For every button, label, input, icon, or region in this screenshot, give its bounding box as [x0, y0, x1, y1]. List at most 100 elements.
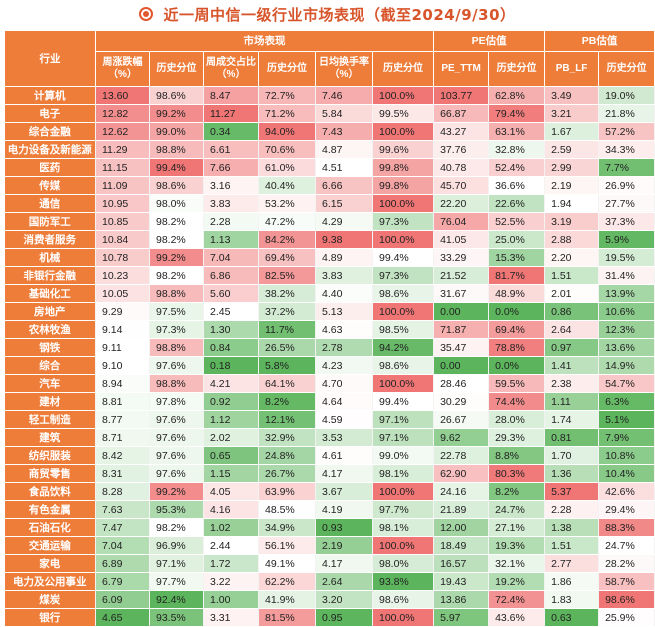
percentile-cell: 5.1%: [598, 410, 655, 429]
volume-share-cell: 8.47: [203, 86, 259, 105]
header-percentile: 历史分位: [371, 51, 435, 87]
percentile-cell: 24.7%: [598, 536, 655, 555]
table-row: 通信 10.95 98.0% 3.83 53.2% 6.15 100.0% 22.20 22.6…: [4, 194, 655, 213]
pe-ttm-cell: 71.87: [433, 320, 490, 339]
percentile-cell: 98.1%: [372, 464, 435, 483]
percentile-cell: 62.8%: [488, 86, 546, 105]
turnover-cell: 4.51: [315, 158, 373, 177]
volume-share-cell: 1.72: [203, 554, 259, 573]
turnover-cell: 4.40: [315, 284, 373, 303]
percentile-cell: 7.9%: [598, 428, 655, 447]
turnover-cell: 4.17: [315, 464, 373, 483]
industry-name: 消费者服务: [4, 230, 96, 249]
turnover-cell: 4.19: [315, 500, 373, 519]
industry-name: 综合: [4, 356, 96, 375]
percentile-cell: 72.7%: [258, 86, 316, 105]
percentile-cell: 0.0%: [488, 302, 546, 321]
pe-ttm-cell: 18.49: [433, 536, 490, 555]
percentile-cell: 97.6%: [149, 428, 204, 447]
volume-share-cell: 11.27: [203, 104, 259, 123]
industry-name: 通信: [4, 194, 96, 213]
percentile-cell: 99.2%: [149, 482, 204, 501]
percentile-cell: 34.3%: [598, 140, 655, 159]
pb-lf-cell: 2.01: [544, 284, 600, 303]
percentile-cell: 97.3%: [149, 320, 204, 339]
percentile-cell: 71.2%: [258, 104, 316, 123]
percentile-cell: 26.5%: [258, 338, 316, 357]
industry-name: 汽车: [4, 374, 96, 393]
pe-ttm-cell: 22.20: [433, 194, 490, 213]
percentile-cell: 98.0%: [372, 554, 435, 573]
week-change-cell: 8.77: [95, 410, 150, 429]
pe-ttm-cell: 76.04: [433, 212, 490, 231]
week-change-cell: 8.31: [95, 464, 150, 483]
pe-ttm-cell: 41.05: [433, 230, 490, 249]
volume-share-cell: 1.15: [203, 464, 259, 483]
percentile-cell: 41.9%: [258, 590, 316, 609]
industry-name: 计算机: [4, 86, 96, 105]
header-pe: PE估值: [433, 30, 546, 52]
percentile-cell: 94.0%: [258, 122, 316, 141]
pb-lf-cell: 0.81: [544, 428, 600, 447]
pb-lf-cell: 2.77: [544, 554, 600, 573]
percentile-cell: 32.9%: [258, 428, 316, 447]
percentile-cell: 99.4%: [372, 392, 435, 411]
percentile-cell: 97.5%: [149, 302, 204, 321]
volume-share-cell: 2.44: [203, 536, 259, 555]
turnover-cell: 4.63: [315, 320, 373, 339]
pe-ttm-cell: 103.77: [433, 86, 490, 105]
table-row: 交通运输 7.04 96.9% 2.44 56.1% 2.19 100.0% 18.49 19.…: [4, 536, 655, 555]
industry-name: 基础化工: [4, 284, 96, 303]
industry-name: 建材: [4, 392, 96, 411]
percentile-cell: 99.0%: [149, 122, 204, 141]
week-change-cell: 7.47: [95, 518, 150, 537]
percentile-cell: 72.4%: [488, 590, 546, 609]
week-change-cell: 8.28: [95, 482, 150, 501]
percentile-cell: 99.4%: [149, 158, 204, 177]
industry-name: 综合金融: [4, 122, 96, 141]
pb-lf-cell: 2.38: [544, 374, 600, 393]
week-change-cell: 10.85: [95, 212, 150, 231]
week-change-cell: 11.29: [95, 140, 150, 159]
percentile-cell: 99.8%: [372, 176, 435, 195]
percentile-cell: 13.9%: [598, 284, 655, 303]
turnover-cell: 0.93: [315, 518, 373, 537]
percentile-cell: 8.2%: [488, 482, 546, 501]
volume-share-cell: 3.31: [203, 608, 259, 627]
pb-lf-cell: 3.49: [544, 86, 600, 105]
turnover-cell: 4.87: [315, 140, 373, 159]
percentile-cell: 29.4%: [598, 500, 655, 519]
table-row: 电力设备及新能源 11.29 98.8% 6.61 70.6% 4.87 99.6% 37.7…: [4, 140, 655, 159]
volume-share-cell: 1.02: [203, 518, 259, 537]
week-change-cell: 10.84: [95, 230, 150, 249]
volume-share-cell: 3.83: [203, 194, 259, 213]
percentile-cell: 84.2%: [258, 230, 316, 249]
volume-share-cell: 0.92: [203, 392, 259, 411]
pb-lf-cell: 3.19: [544, 212, 600, 231]
pe-ttm-cell: 35.47: [433, 338, 490, 357]
table-row: 建筑 8.71 97.6% 2.02 32.9% 3.53 97.1% 9.62 29.3% 0.…: [4, 428, 655, 447]
industry-name: 交通运输: [4, 536, 96, 555]
percentile-cell: 99.8%: [372, 158, 435, 177]
percentile-cell: 63.1%: [488, 122, 546, 141]
pb-lf-cell: 2.88: [544, 230, 600, 249]
table-row: 电力及公用事业 6.79 97.7% 3.22 62.2% 2.64 93.8% 19.43 1…: [4, 572, 655, 591]
percentile-cell: 97.6%: [149, 446, 204, 465]
turnover-cell: 4.23: [315, 356, 373, 375]
percentile-cell: 96.9%: [149, 536, 204, 555]
header-percentile: 历史分位: [149, 51, 204, 87]
percentile-cell: 10.4%: [598, 464, 655, 483]
pe-ttm-cell: 9.62: [433, 428, 490, 447]
percentile-cell: 100.0%: [372, 482, 435, 501]
percentile-cell: 7.7%: [598, 158, 655, 177]
pe-ttm-cell: 12.00: [433, 518, 490, 537]
week-change-cell: 8.94: [95, 374, 150, 393]
percentile-cell: 26.9%: [598, 176, 655, 195]
pb-lf-cell: 1.51: [544, 536, 600, 555]
title-bar: 近一周中信一级行业市场表现（截至2024/9/30）: [0, 0, 655, 28]
percentile-cell: 98.6%: [372, 590, 435, 609]
percentile-cell: 100.0%: [372, 230, 435, 249]
percentile-cell: 10.8%: [598, 446, 655, 465]
pe-ttm-cell: 5.97: [433, 608, 490, 627]
percentile-cell: 5.9%: [598, 230, 655, 249]
